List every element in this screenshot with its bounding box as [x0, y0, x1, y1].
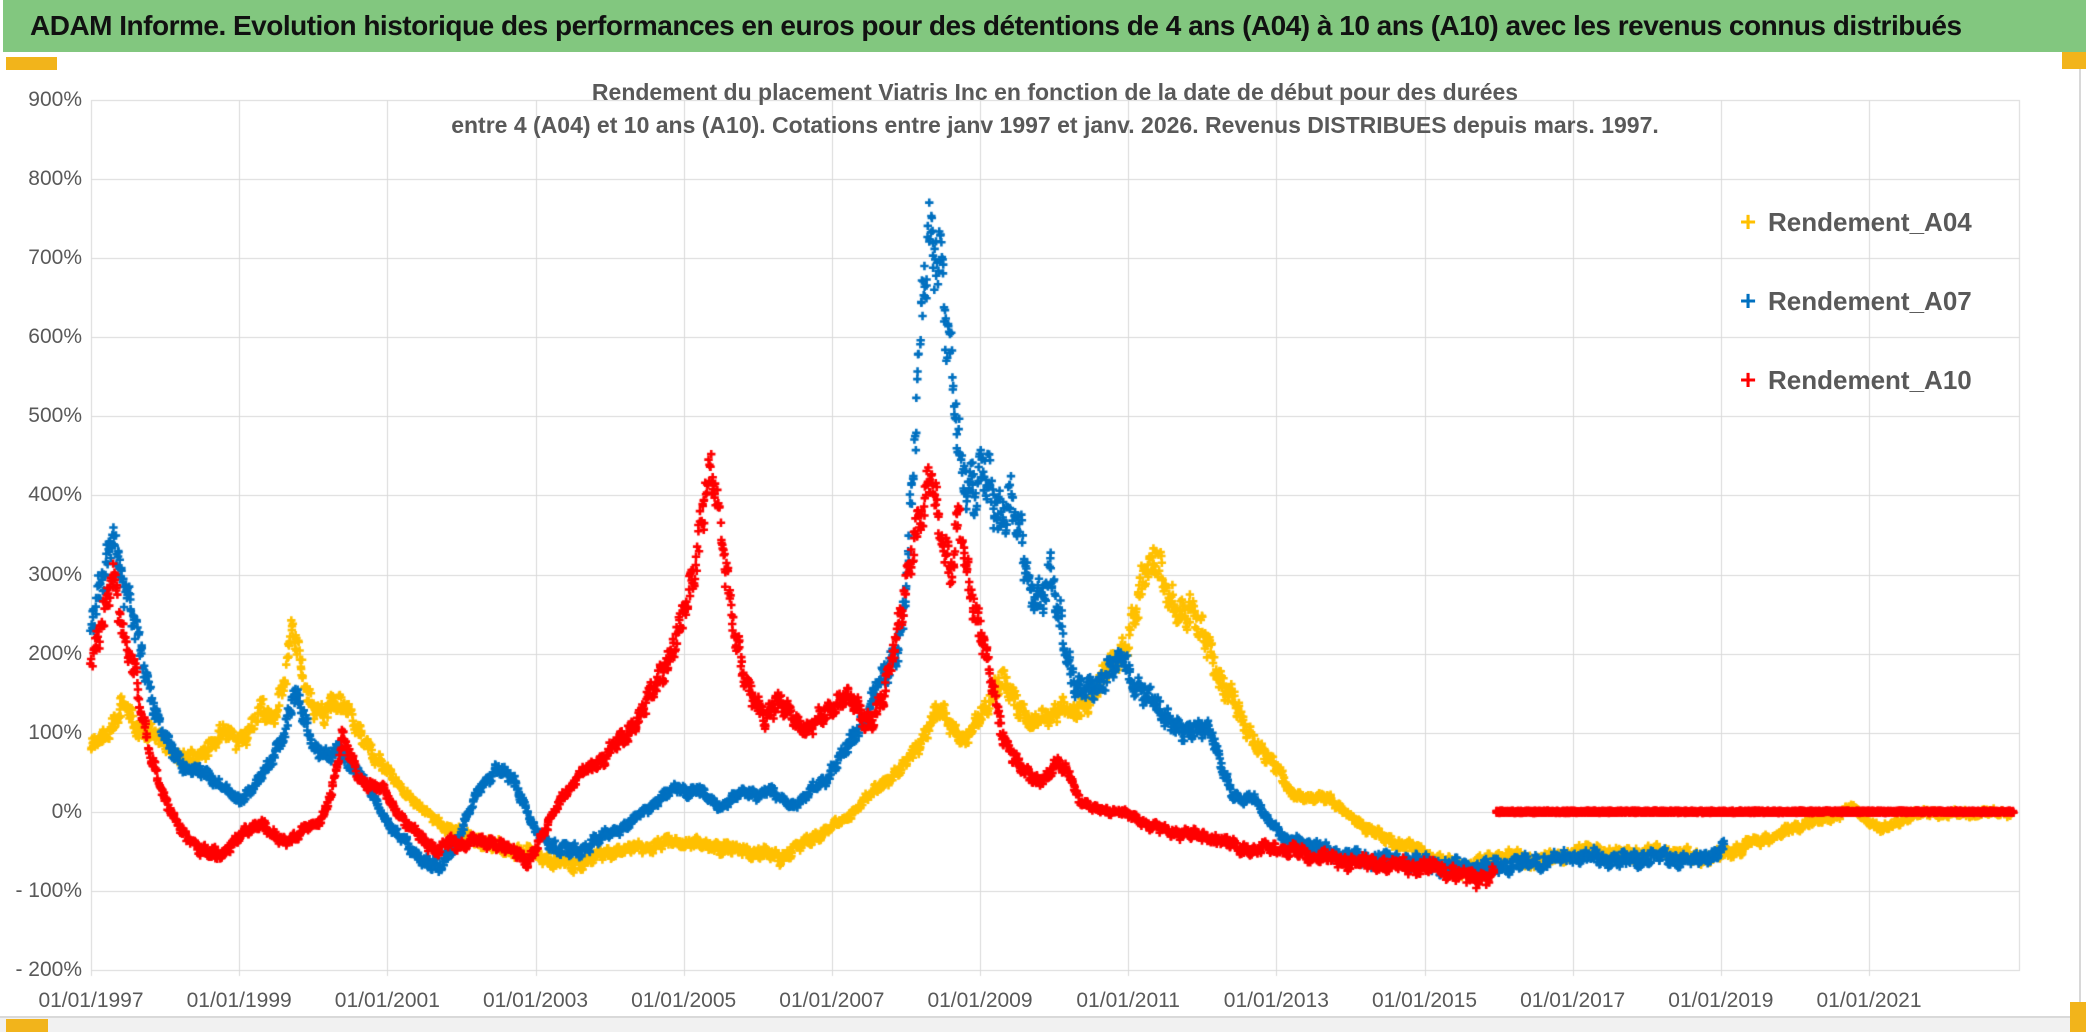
gold-border-accent-bottom-left [6, 1019, 48, 1032]
x-axis-tick-label: 01/01/1997 [38, 989, 144, 1012]
x-axis-tick-label: 01/01/2003 [482, 989, 589, 1012]
legend-item-rendement-a07[interactable]: + Rendement_A07 [1735, 283, 1972, 319]
x-axis-tick-label: 01/01/2001 [334, 989, 440, 1012]
y-axis-tick-label: 400% [28, 483, 82, 507]
x-axis-tick-label: 01/01/2009 [927, 989, 1033, 1012]
y-axis-tick-label: 900% [28, 88, 82, 111]
x-axis-tick-label: 01/01/2021 [1816, 989, 1922, 1012]
y-axis-tick-label: - 100% [15, 878, 82, 902]
bottom-scroll-strip[interactable] [0, 1016, 2086, 1032]
y-axis-tick-label: 0% [51, 799, 82, 823]
x-axis-tick-label: 01/01/2011 [1076, 989, 1180, 1012]
y-axis-tick-label: - 200% [15, 958, 82, 981]
chart-title-line-2: entre 4 (A04) et 10 ans (A10). Cotations… [451, 112, 1659, 138]
legend-item-rendement-a04[interactable]: + Rendement_A04 [1735, 204, 1972, 240]
plus-marker-icon: + [1739, 364, 1757, 395]
x-axis-tick-label: 01/01/2015 [1371, 989, 1478, 1012]
chart-title: Rendement du placement Viatris Inc en fo… [91, 76, 2019, 142]
x-axis-tick-label: 01/01/2007 [779, 989, 885, 1012]
x-axis-tick-label: 01/01/1999 [186, 989, 292, 1012]
y-axis-tick-label: 500% [28, 404, 82, 428]
chart-title-line-1: Rendement du placement Viatris Inc en fo… [591, 79, 1519, 105]
legend-label: Rendement_A10 [1768, 364, 1972, 395]
x-axis-tick-label: 01/01/2019 [1668, 989, 1774, 1012]
y-axis-tick-label: 800% [28, 167, 82, 191]
x-axis-tick-label: 01/01/2017 [1520, 989, 1626, 1012]
y-axis-tick-label: 100% [28, 720, 82, 744]
gold-border-accent-bottom-right [2070, 1002, 2086, 1032]
y-axis-tick-label: 300% [28, 562, 82, 586]
y-axis-tick-label: 200% [28, 641, 82, 665]
x-axis-tick-label: 01/01/2005 [631, 989, 737, 1012]
legend-item-rendement-a10[interactable]: + Rendement_A10 [1735, 362, 1972, 398]
y-axis-tick-label: 600% [28, 325, 82, 349]
plus-marker-icon: + [1739, 206, 1757, 237]
plus-marker-icon: + [1739, 285, 1757, 316]
legend-label: Rendement_A07 [1768, 285, 1972, 316]
legend-label: Rendement_A04 [1768, 206, 1972, 237]
y-axis-tick-label: 700% [28, 246, 82, 270]
x-axis-tick-label: 01/01/2013 [1223, 989, 1329, 1012]
